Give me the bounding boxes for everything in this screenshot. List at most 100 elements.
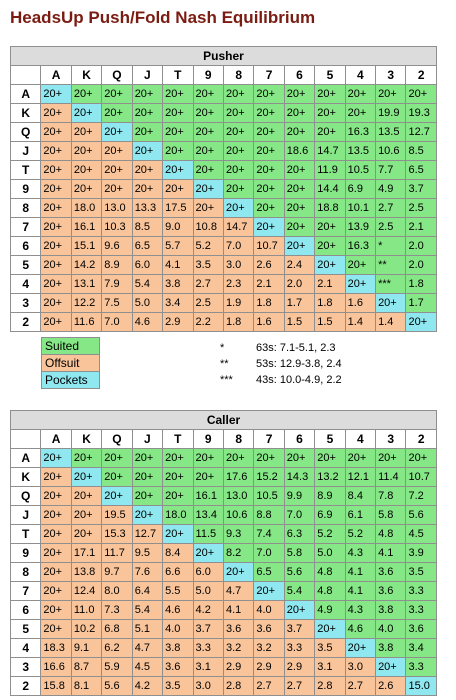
hand-cell: 5.6 bbox=[283, 562, 316, 582]
hand-cell: 17.6 bbox=[222, 467, 255, 487]
hand-cell: 6.8 bbox=[101, 619, 133, 639]
hand-cell: 20+ bbox=[40, 524, 72, 544]
hand-cell: 20+ bbox=[40, 581, 72, 601]
hand-cell: 2.7 bbox=[375, 198, 407, 218]
hand-cell: 1.7 bbox=[283, 293, 316, 313]
hand-cell: 5.4 bbox=[283, 581, 316, 601]
hand-cell: 20+ bbox=[253, 198, 285, 218]
hand-cell: 7.0 bbox=[101, 312, 133, 332]
hand-cell: 20+ bbox=[70, 84, 103, 104]
row-header: Q bbox=[9, 486, 42, 506]
hand-cell: 20+ bbox=[344, 274, 377, 294]
hand-cell: 20+ bbox=[283, 103, 316, 123]
legend-pockets: Pockets bbox=[41, 371, 100, 389]
hand-cell: 20+ bbox=[131, 448, 164, 468]
hand-cell: 15.2 bbox=[253, 467, 285, 487]
column-header: K bbox=[70, 429, 103, 449]
hand-cell: 4.3 bbox=[344, 600, 377, 620]
hand-cell: 4.6 bbox=[131, 312, 164, 332]
hand-cell: 2.1 bbox=[314, 274, 346, 294]
hand-cell: 3.3 bbox=[192, 638, 224, 658]
hand-cell: 18.3 bbox=[40, 638, 72, 658]
hand-cell: 20+ bbox=[40, 103, 72, 123]
hand-cell: 3.0 bbox=[222, 255, 255, 275]
hand-cell: 13.5 bbox=[344, 141, 377, 161]
hand-cell: 2.5 bbox=[192, 293, 224, 313]
hand-cell: 8.9 bbox=[314, 486, 346, 506]
hand-cell: 20+ bbox=[162, 486, 194, 506]
hand-cell: 20+ bbox=[314, 103, 346, 123]
column-header: 8 bbox=[222, 429, 255, 449]
column-header: 4 bbox=[344, 429, 377, 449]
hand-cell: 11.6 bbox=[70, 312, 103, 332]
hand-cell: 3.0 bbox=[192, 676, 224, 696]
row-header: 7 bbox=[9, 581, 42, 601]
hand-cell: 13.4 bbox=[192, 505, 224, 525]
column-header: 3 bbox=[375, 65, 407, 85]
table-row: 7 20+ 12.4 8.0 6.4 5.5 5.0 4.7 20+ 5.4 4.8 4.1 3.6 3.… bbox=[9, 581, 437, 601]
hand-cell: 20+ bbox=[283, 160, 316, 180]
footnote: *** 43s: 10.0-4.9, 2.2 bbox=[220, 372, 342, 388]
column-header: 6 bbox=[283, 429, 316, 449]
hand-cell: 6.0 bbox=[192, 562, 224, 582]
hand-cell: 20+ bbox=[70, 448, 103, 468]
hand-cell: 20+ bbox=[314, 217, 346, 237]
hand-cell: 2.8 bbox=[314, 676, 346, 696]
hand-cell: 14.7 bbox=[222, 217, 255, 237]
hand-cell: 20+ bbox=[344, 448, 377, 468]
hand-cell: 9.0 bbox=[162, 217, 194, 237]
caller-table: Caller A K Q J T 9 8 7 6 5 4 3 2 A 20+ 20+ 20+ 20+ 20+ 20+ 20… bbox=[9, 410, 437, 696]
hand-cell: 5.7 bbox=[162, 236, 194, 256]
legend-offsuit: Offsuit bbox=[41, 354, 100, 372]
row-header: 3 bbox=[9, 293, 42, 313]
hand-cell: 5.0 bbox=[131, 293, 164, 313]
hand-cell: 4.2 bbox=[131, 676, 164, 696]
hand-cell: 5.2 bbox=[344, 524, 377, 544]
hand-cell: 1.6 bbox=[344, 293, 377, 313]
hand-cell: 15.8 bbox=[40, 676, 72, 696]
hand-cell: 5.9 bbox=[101, 657, 133, 677]
hand-cell: 7.7 bbox=[375, 160, 407, 180]
hand-cell: 20+ bbox=[70, 467, 103, 487]
hand-cell: 4.8 bbox=[314, 581, 346, 601]
hand-cell: 20+ bbox=[253, 448, 285, 468]
table-row: K 20+ 20+ 20+ 20+ 20+ 20+ 20+ 20+ 20+ 20+ 20+ 19.9 19… bbox=[9, 103, 437, 123]
hand-cell: 6.5 bbox=[253, 562, 285, 582]
hand-cell: 13.1 bbox=[70, 274, 103, 294]
hand-cell: 2.9 bbox=[283, 657, 316, 677]
hand-cell: 5.0 bbox=[314, 543, 346, 563]
hand-cell: 20+ bbox=[192, 160, 224, 180]
hand-cell: 20+ bbox=[40, 505, 72, 525]
hand-cell: 20+ bbox=[222, 84, 255, 104]
hand-cell: 20+ bbox=[222, 141, 255, 161]
hand-cell: 20+ bbox=[314, 84, 346, 104]
hand-cell: 14.2 bbox=[70, 255, 103, 275]
caller-caption: Caller bbox=[10, 410, 437, 430]
hand-cell: 20+ bbox=[70, 486, 103, 506]
hand-cell: 3.3 bbox=[405, 581, 437, 601]
column-header: 4 bbox=[344, 65, 377, 85]
hand-cell: 8.5 bbox=[131, 217, 164, 237]
hand-cell: 4.8 bbox=[375, 524, 407, 544]
column-header: 8 bbox=[222, 65, 255, 85]
hand-cell: 5.2 bbox=[192, 236, 224, 256]
hand-cell: 10.5 bbox=[253, 486, 285, 506]
hand-cell: 20+ bbox=[131, 103, 164, 123]
column-header: 5 bbox=[314, 65, 346, 85]
hand-cell: 20+ bbox=[131, 84, 164, 104]
footnote-mark: *** bbox=[220, 374, 233, 386]
hand-cell: 13.5 bbox=[375, 122, 407, 142]
hand-cell: 5.6 bbox=[101, 676, 133, 696]
column-header: 7 bbox=[253, 65, 285, 85]
hand-cell: 1.7 bbox=[405, 293, 437, 313]
hand-cell: 7.8 bbox=[375, 486, 407, 506]
hand-cell: 20+ bbox=[222, 562, 255, 582]
row-header: 2 bbox=[9, 676, 42, 696]
hand-cell: 20+ bbox=[131, 160, 164, 180]
hand-cell: 20+ bbox=[40, 141, 72, 161]
hand-cell: 20+ bbox=[222, 198, 255, 218]
column-header: T bbox=[162, 429, 194, 449]
hand-cell: 20+ bbox=[131, 141, 164, 161]
row-header: 4 bbox=[9, 274, 42, 294]
table-row: A 20+ 20+ 20+ 20+ 20+ 20+ 20+ 20+ 20+ 20+ 20+ 20+ 20+ bbox=[9, 84, 437, 104]
